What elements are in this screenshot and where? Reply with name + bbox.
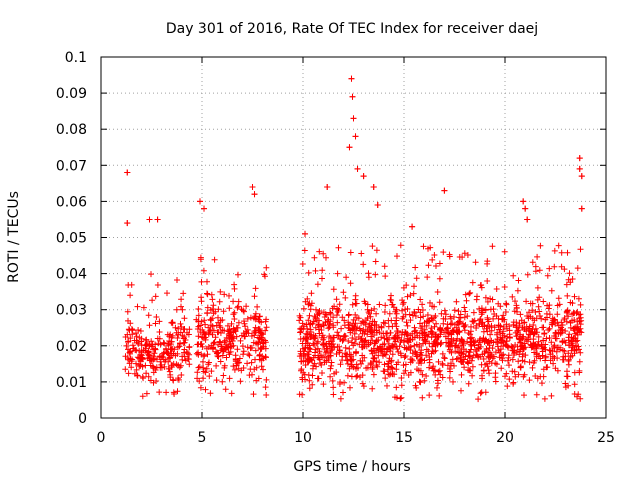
data-point-outlier [251,191,258,198]
data-series-roti [122,75,585,403]
y-tick-label: 0.02 [56,339,87,355]
y-tick-label: 0.05 [56,231,87,247]
chart-title: Day 301 of 2016, Rate Of TEC Index for r… [166,21,538,37]
data-point-outlier [354,165,361,172]
data-point-outlier [524,216,531,223]
data-point-outlier [249,183,256,190]
data-point-outlier [124,220,131,227]
y-tick-label: 0.04 [56,267,87,283]
y-tick-label: 0.1 [65,50,87,66]
x-tick-label: 5 [198,430,207,446]
scatter-markers [122,75,585,403]
x-axis-label: GPS time / hours [293,459,410,475]
data-point-outlier [578,205,585,212]
data-point-outlier [124,169,131,176]
data-point-outlier [201,205,208,212]
y-tick-label: 0.01 [56,375,87,391]
data-point-outlier [154,216,161,223]
data-point-outlier [576,165,583,172]
y-tick-label: 0.09 [56,86,87,102]
data-point-outlier [576,155,583,162]
data-point-outlier [441,187,448,194]
y-tick-label: 0.07 [56,158,87,174]
data-point-outlier [374,202,381,209]
x-tick-label: 20 [496,430,514,446]
data-point-outlier [146,216,153,223]
x-tick-label: 25 [597,430,615,446]
y-tick-label: 0.06 [56,194,87,210]
data-point-outlier [522,205,529,212]
axis-tick-labels: 0 5 10 15 20 25 0 0.01 0.02 0.03 0.04 0.05 0.06 0.07 0… [56,50,615,446]
data-point-outlier [360,173,367,180]
axis-ticks [100,56,607,419]
x-tick-label: 10 [294,430,312,446]
data-point-outlier [196,198,203,205]
y-axis-label: ROTI / TECUs [6,191,22,283]
data-point-outlier [348,75,355,82]
y-tick-label: 0.08 [56,122,87,138]
data-point-outlier [324,183,331,190]
data-point-outlier [346,144,353,151]
x-tick-label: 0 [97,430,106,446]
data-point-outlier [409,223,416,230]
data-point-outlier [349,93,356,100]
y-tick-label: 0.03 [56,303,87,319]
data-point-outlier [350,115,357,122]
data-point-outlier [520,198,527,205]
y-tick-label: 0 [78,411,87,427]
data-point-outlier [302,230,309,237]
data-point-outlier [370,183,377,190]
x-tick-label: 15 [395,430,413,446]
data-point-outlier [578,173,585,180]
data-point-outlier [352,133,359,140]
